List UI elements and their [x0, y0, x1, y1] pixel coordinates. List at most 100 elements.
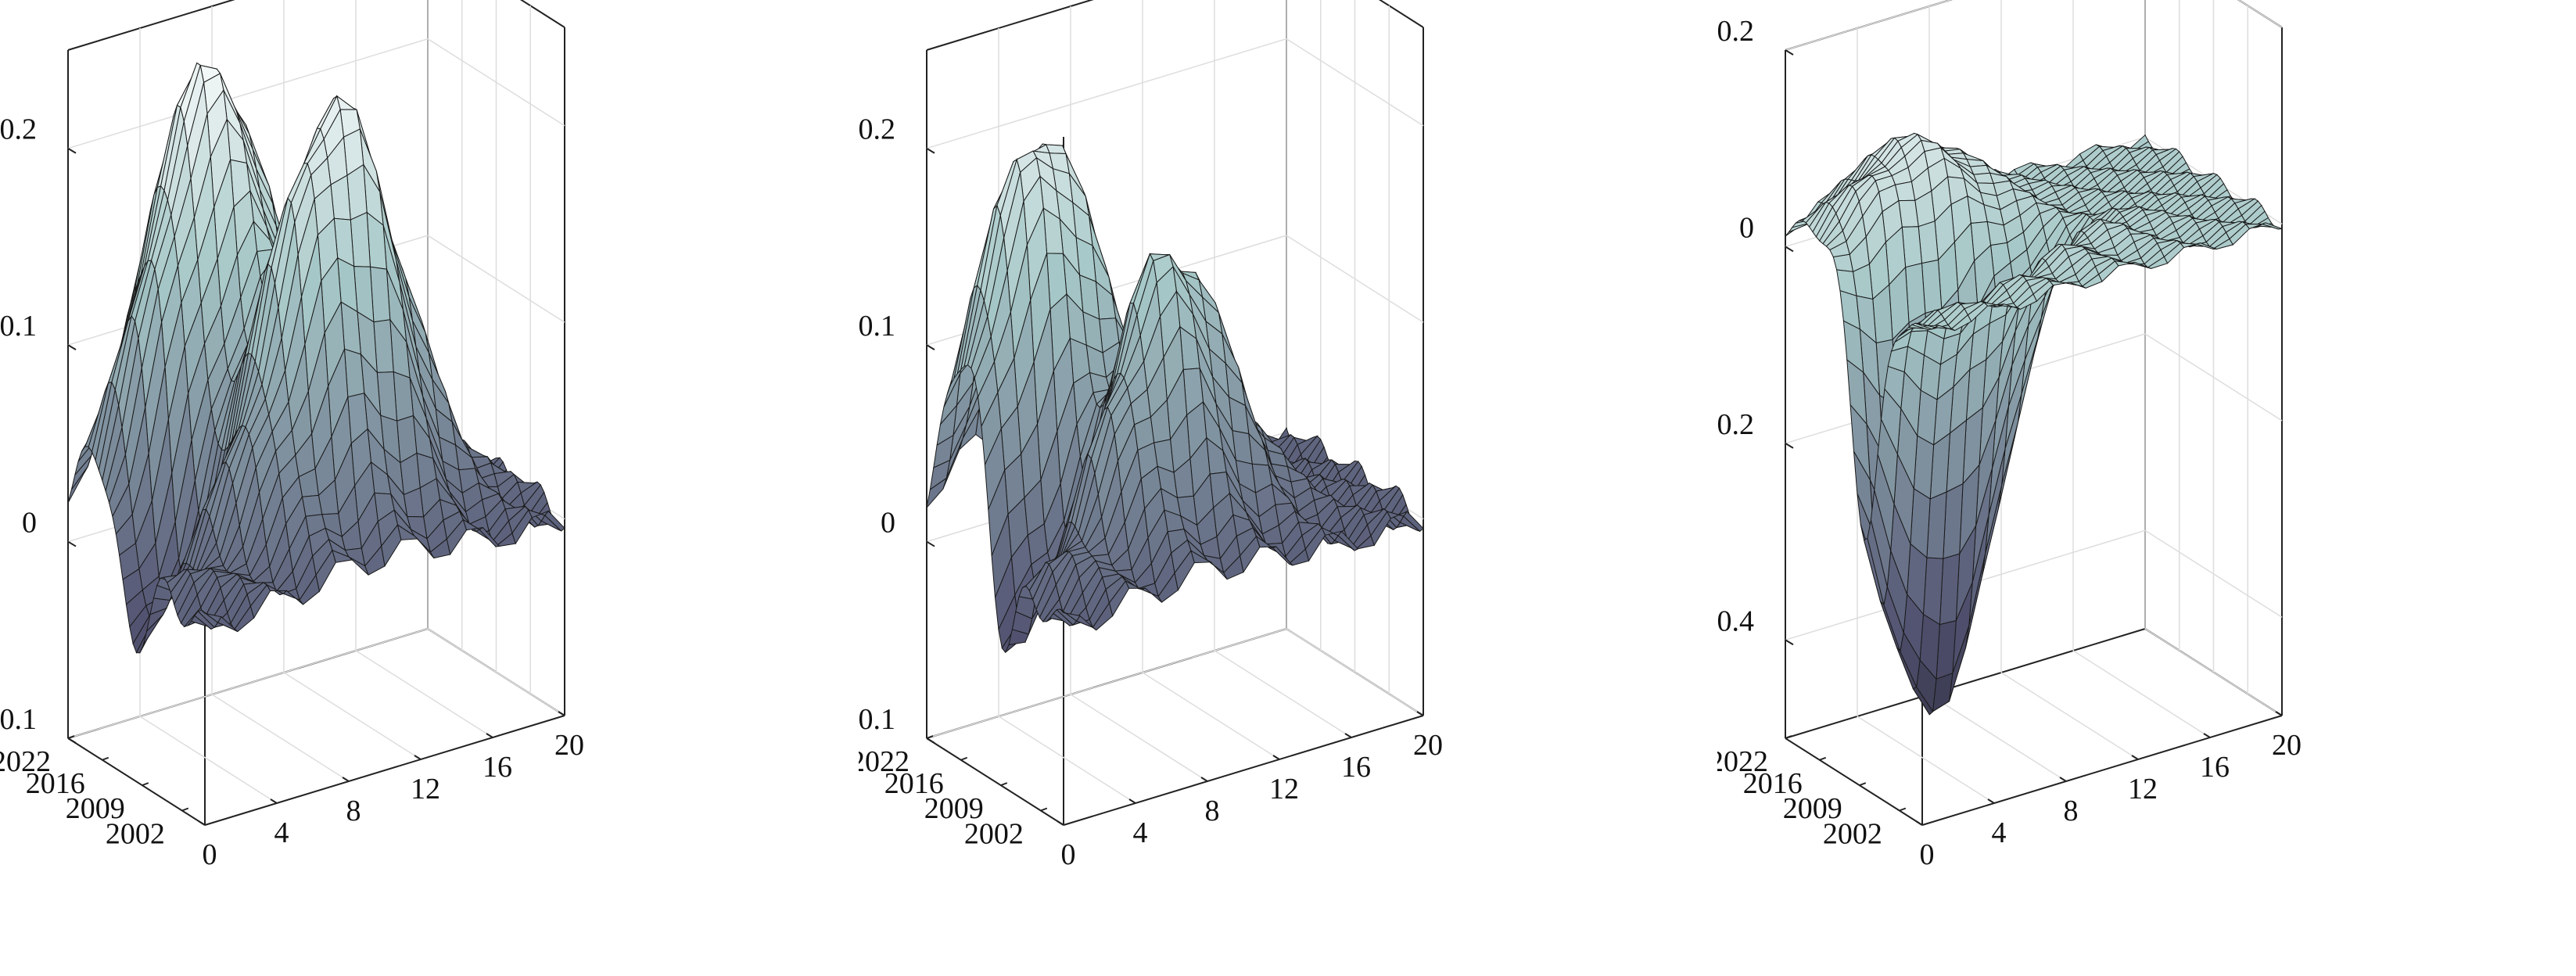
x-tick-label: 12	[1269, 773, 1299, 806]
surface	[1785, 132, 2283, 716]
axes-front	[1785, 715, 2283, 826]
z-tick-label: -0.1	[0, 703, 37, 736]
axis-line	[204, 715, 565, 826]
y-tick-label: 2022	[1717, 745, 1768, 778]
z-tick-label: 0.2	[859, 113, 895, 146]
axis-box-edge	[1378, 0, 1424, 28]
surface	[926, 143, 1424, 654]
surface-patch	[1918, 323, 1939, 328]
y-tick	[960, 756, 968, 761]
y-tick-label: 2016	[884, 767, 944, 800]
grid	[1785, 0, 2283, 804]
surface-panel-3: 0 4 8 12 16 20 2002200920162022 -0.4 -0.2 0 0.2	[1707, 0, 2576, 976]
x-tick-label: 0	[203, 838, 217, 871]
x-tick	[2059, 777, 2067, 782]
x-tick	[1915, 820, 1923, 826]
y-tick	[926, 735, 934, 739]
z-tick	[926, 344, 935, 351]
z-tick-label: 0.2	[1717, 15, 1754, 48]
x-tick-label: 20	[554, 729, 584, 762]
z-tick	[67, 540, 77, 547]
grid-line	[1214, 650, 1352, 738]
surface	[67, 62, 565, 654]
grid-line	[355, 650, 493, 738]
z-tick	[1785, 639, 1794, 646]
grid-line	[998, 716, 1136, 804]
tick-labels: 0 4 8 12 16 20 2002200920162022 -0.1 0 0.1 0.2	[0, 113, 584, 871]
x-tick	[1057, 820, 1064, 826]
axis-line	[1785, 737, 1923, 826]
x-tick	[1416, 711, 1424, 716]
grid-line	[1857, 716, 1995, 804]
y-tick-label: 2022	[859, 745, 909, 778]
x-tick-label: 8	[2064, 795, 2079, 827]
axis-box-edge	[519, 0, 565, 28]
x-tick	[2203, 733, 2211, 738]
grid-line	[926, 38, 1424, 149]
surface-plot-3: 0 4 8 12 16 20 2002200920162022 -0.4 -0.2 0 0.2	[1707, 0, 2302, 871]
x-tick-label: 12	[411, 773, 440, 806]
y-tick-label: 2009	[66, 792, 125, 825]
x-tick	[414, 755, 422, 760]
grid-line	[1785, 529, 2283, 641]
surface-patch	[1835, 269, 1857, 297]
x-tick	[198, 820, 206, 826]
x-tick-label: 16	[2200, 751, 2230, 784]
z-tick	[1785, 49, 1794, 56]
surface-plot-2: 0 4 8 12 16 20 2002200920162022 -0.1 0 0.1 0.2	[849, 0, 1443, 871]
z-tick-label: 0	[881, 507, 895, 540]
x-tick-label: 20	[1413, 729, 1443, 762]
x-tick-label: 16	[1341, 751, 1371, 784]
surface-patch	[201, 609, 222, 623]
grid-line	[139, 716, 278, 804]
y-tick	[1859, 782, 1867, 787]
surface-plot-1: 0 4 8 12 16 20 2002200920162022 -0.1 0 0.1 0.2	[0, 0, 584, 871]
grid-line	[1142, 672, 1280, 760]
y-tick	[102, 756, 109, 761]
x-tick	[1200, 777, 1208, 782]
x-tick-label: 0	[1061, 838, 1076, 871]
y-tick	[142, 782, 149, 787]
y-tick-label: 2009	[1783, 792, 1842, 825]
surface-patch	[1832, 253, 1854, 272]
x-tick	[1272, 755, 1280, 760]
grid-line	[2072, 650, 2211, 738]
grid-line	[283, 672, 422, 760]
grid-line	[67, 628, 565, 739]
y-tick	[181, 807, 189, 812]
axis-box-edge	[1785, 628, 2146, 739]
x-tick-label: 4	[1992, 816, 2007, 849]
y-tick-label: 2002	[106, 818, 165, 851]
axis-line	[1063, 715, 1424, 826]
z-tick-label: 0	[22, 507, 37, 540]
grid-line	[2000, 672, 2139, 760]
surface-panel-2: 0 4 8 12 16 20 2002200920162022 -0.1 0 0.1 0.2	[849, 0, 1717, 976]
x-tick-label: 16	[483, 751, 512, 784]
x-tick-label: 12	[2128, 773, 2158, 806]
x-tick-label: 4	[274, 816, 289, 849]
grid-line	[211, 694, 350, 782]
z-tick-label: -0.2	[1717, 408, 1754, 441]
z-tick-label: 0.1	[0, 310, 37, 343]
axis-box-edge	[67, 0, 235, 51]
y-tick-label: 2009	[924, 792, 984, 825]
z-tick	[1785, 442, 1794, 449]
axis-box-edge	[1785, 0, 1953, 51]
grid-line	[1785, 0, 2283, 51]
x-tick	[342, 777, 350, 782]
z-tick	[926, 147, 935, 154]
z-tick-label: -0.1	[859, 703, 895, 736]
z-tick-label: 0.2	[0, 113, 37, 146]
surface-panel-1: 0 4 8 12 16 20 2002200920162022 -0.1 0 0.1 0.2	[0, 0, 859, 976]
z-tick	[926, 737, 935, 744]
z-tick	[926, 540, 935, 547]
x-tick-label: 8	[346, 795, 361, 827]
y-tick	[1899, 807, 1907, 812]
y-tick	[67, 735, 75, 739]
z-tick-label: 0.1	[859, 310, 895, 343]
x-tick-label: 8	[1205, 795, 1220, 827]
x-tick	[558, 711, 565, 716]
z-tick-label: 0	[1739, 211, 1754, 244]
x-tick-label: 0	[1920, 838, 1935, 871]
